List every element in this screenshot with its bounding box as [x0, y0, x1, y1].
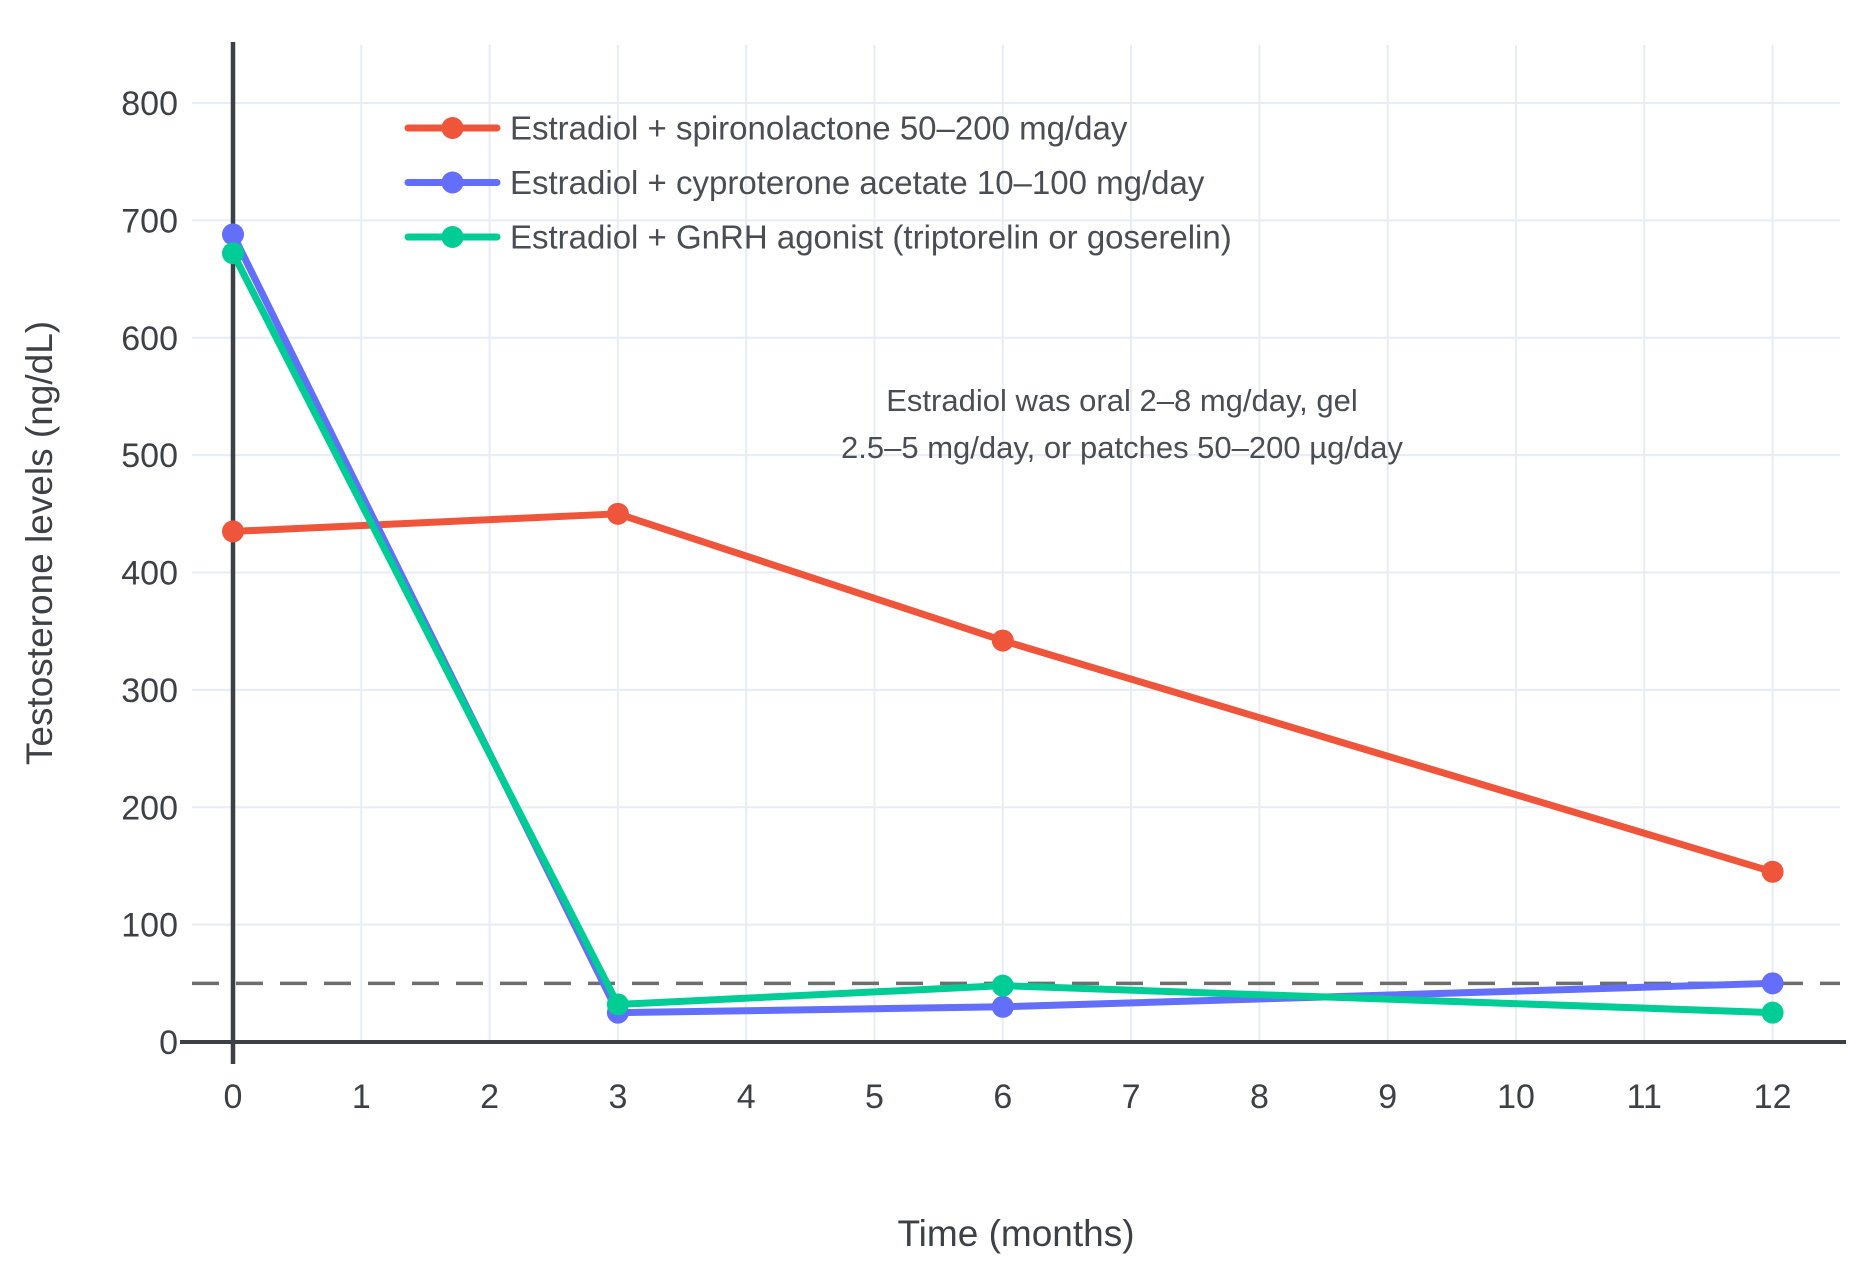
annotation-line-2: 2.5–5 mg/day, or patches 50–200 µg/day	[841, 430, 1403, 465]
data-point-marker-1	[222, 223, 244, 246]
data-point-marker-2	[1761, 1001, 1784, 1024]
annotation-line-1: Estradiol was oral 2–8 mg/day, gel	[886, 383, 1358, 418]
x-tick-label: 4	[737, 1078, 756, 1116]
x-axis-title: Time (months)	[897, 1213, 1134, 1254]
x-tick-label: 9	[1378, 1078, 1397, 1116]
x-tick-label: 10	[1497, 1078, 1535, 1116]
data-point-marker-2	[222, 242, 244, 265]
x-tick-label: 11	[1627, 1078, 1662, 1116]
data-point-marker-2	[991, 974, 1014, 997]
series-line-2	[229, 249, 1777, 1017]
y-tick-label: 0	[159, 1024, 178, 1062]
data-point-marker-1	[1761, 972, 1784, 995]
y-tick-label: 300	[121, 672, 178, 710]
x-tick-label: 0	[224, 1078, 243, 1116]
data-point-marker-0	[1761, 860, 1784, 883]
y-tick-label: 400	[121, 555, 178, 593]
legend-marker-1	[441, 171, 464, 194]
data-point-marker-0	[222, 520, 244, 543]
legend-marker-2	[441, 226, 464, 248]
y-tick-label: 200	[121, 789, 178, 827]
data-point-marker-2	[606, 993, 629, 1016]
y-tick-label: 800	[121, 85, 178, 123]
legend-label-2: Estradiol + GnRH agonist (triptorelin or…	[510, 219, 1232, 256]
x-tick-label: 5	[865, 1078, 884, 1116]
legend-marker-0	[441, 117, 464, 139]
y-tick-label: 600	[121, 320, 178, 358]
series-line-0	[229, 510, 1777, 876]
data-point-marker-0	[606, 502, 629, 525]
y-axis-title: Testosterone levels (ng/dL)	[19, 321, 60, 765]
x-tick-label: 8	[1250, 1078, 1269, 1116]
x-tick-label: 7	[1122, 1078, 1141, 1116]
y-tick-label: 500	[121, 437, 178, 475]
x-tick-label: 3	[608, 1078, 627, 1116]
legend-label-0: Estradiol + spironolactone 50–200 mg/day	[510, 110, 1128, 147]
legend-label-1: Estradiol + cyproterone acetate 10–100 m…	[510, 164, 1205, 201]
x-tick-label: 6	[993, 1078, 1012, 1116]
y-tick-label: 700	[121, 202, 178, 240]
data-point-marker-1	[991, 995, 1014, 1018]
y-tick-label: 100	[121, 907, 178, 945]
x-tick-label: 1	[352, 1078, 371, 1116]
data-point-marker-0	[991, 629, 1014, 652]
x-tick-label: 12	[1754, 1078, 1792, 1116]
x-tick-label: 2	[480, 1078, 499, 1116]
